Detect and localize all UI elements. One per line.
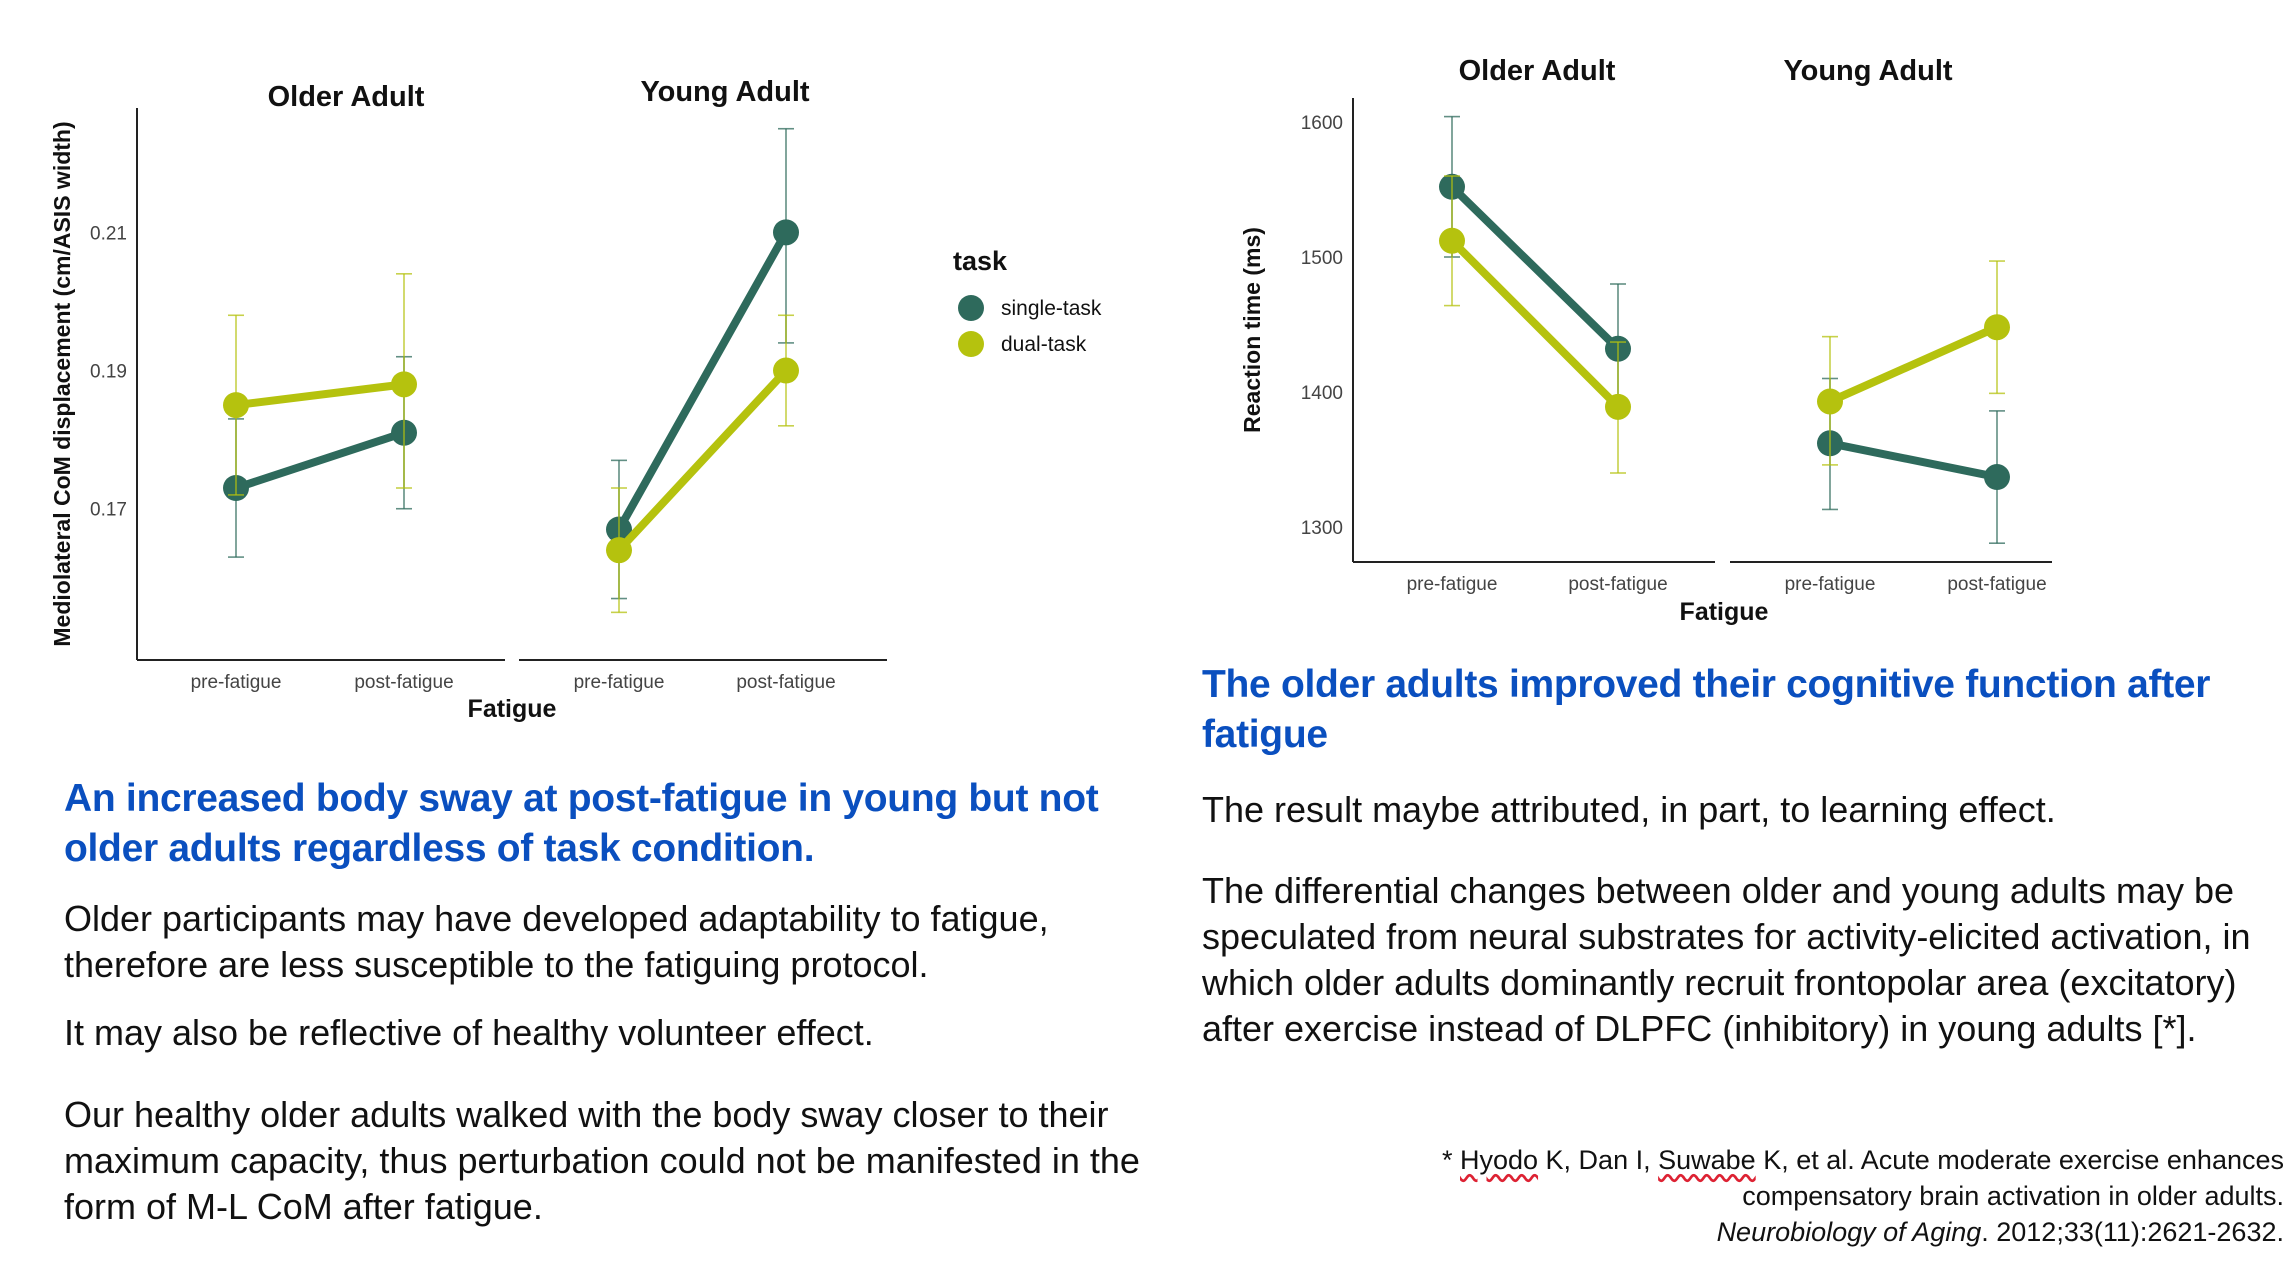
x-tick-label: pre-fatigue — [1407, 574, 1498, 595]
left-paragraph-3: Our healthy older adults walked with the… — [64, 1094, 1140, 1227]
series-line — [232, 380, 408, 410]
y-axis-label: Mediolateral CoM displacement (cm/ASIS w… — [49, 121, 75, 646]
data-point — [1817, 388, 1843, 415]
reference-journal: Neurobiology of Aging — [1716, 1217, 1982, 1247]
data-point — [606, 537, 632, 564]
y-tick-label: 1500 — [1301, 248, 1343, 269]
series-line — [232, 428, 408, 492]
data-point — [1984, 464, 2010, 491]
y-tick-label: 1400 — [1301, 383, 1343, 404]
facet-title: Young Adult — [640, 76, 809, 108]
legend-label: dual-task — [1001, 333, 1087, 356]
x-axis-label: Fatigue — [468, 695, 557, 723]
right-paragraph-1: The result maybe attributed, in part, to… — [1202, 789, 2056, 830]
legend-swatch — [958, 331, 984, 357]
data-point — [1984, 314, 2010, 341]
right-paragraph-2: The differential changes between older a… — [1202, 870, 2251, 1049]
right-heading: The older adults improved their cognitiv… — [1202, 663, 2211, 756]
reference-part-1: K, Dan I, — [1538, 1145, 1659, 1175]
data-point — [1439, 227, 1465, 254]
y-tick-label: 1300 — [1301, 518, 1343, 539]
x-tick-label: post-fatigue — [1568, 574, 1667, 595]
x-tick-label: post-fatigue — [736, 672, 835, 693]
series-line — [615, 366, 790, 555]
x-tick-label: post-fatigue — [354, 672, 453, 693]
series-line — [1826, 323, 2001, 406]
facet-title: Older Adult — [1459, 55, 1616, 87]
data-point — [773, 219, 799, 246]
legend-title: task — [953, 246, 1008, 276]
y-axis-label: Reaction time (ms) — [1239, 227, 1265, 433]
reference-part-2: K, et al. Acute moderate exercise enhanc… — [1742, 1145, 2284, 1211]
left-paragraph-1: Older participants may have developed ad… — [64, 898, 1049, 985]
left-heading: An increased body sway at post-fatigue i… — [64, 777, 1099, 870]
reference-author-1: Hyodo — [1460, 1145, 1539, 1175]
legend-label: single-task — [1001, 297, 1102, 320]
series-line — [615, 228, 790, 534]
y-tick-label: 0.17 — [90, 500, 127, 521]
body-sway-chart: 0.17 0.19 0.21 Mediolateral CoM displacemen… — [49, 76, 1102, 723]
x-axis-label: Fatigue — [1680, 598, 1769, 626]
data-point — [391, 371, 417, 398]
reference-tail: . 2012;33(11):2621-2632. — [1981, 1217, 2284, 1247]
data-point — [1605, 393, 1631, 420]
reference-author-3: Suwabe — [1658, 1145, 1756, 1175]
series-line — [1448, 182, 1622, 353]
reaction-time-chart: 1300 1400 1500 1600 Reaction time (ms) Fatigu… — [1239, 55, 2052, 626]
y-tick-label: 0.21 — [90, 223, 127, 244]
reference-citation: * Hyodo K, Dan I, Suwabe K, et al. Acute… — [1384, 1142, 2284, 1250]
series-line — [1826, 439, 2001, 482]
left-paragraph-2: It may also be reflective of healthy vol… — [64, 1012, 874, 1053]
facet-title: Young Adult — [1783, 55, 1952, 87]
data-point — [773, 357, 799, 384]
legend-swatch — [958, 295, 984, 321]
x-tick-label: pre-fatigue — [1785, 574, 1876, 595]
reference-prefix: * — [1441, 1145, 1460, 1175]
x-tick-label: pre-fatigue — [191, 672, 282, 693]
y-tick-label: 0.19 — [90, 362, 127, 383]
x-tick-label: pre-fatigue — [574, 672, 665, 693]
data-point — [223, 392, 249, 419]
x-tick-label: post-fatigue — [1947, 574, 2046, 595]
y-tick-label: 1600 — [1301, 113, 1343, 134]
series-line — [1448, 236, 1622, 411]
facet-title: Older Adult — [268, 81, 425, 113]
